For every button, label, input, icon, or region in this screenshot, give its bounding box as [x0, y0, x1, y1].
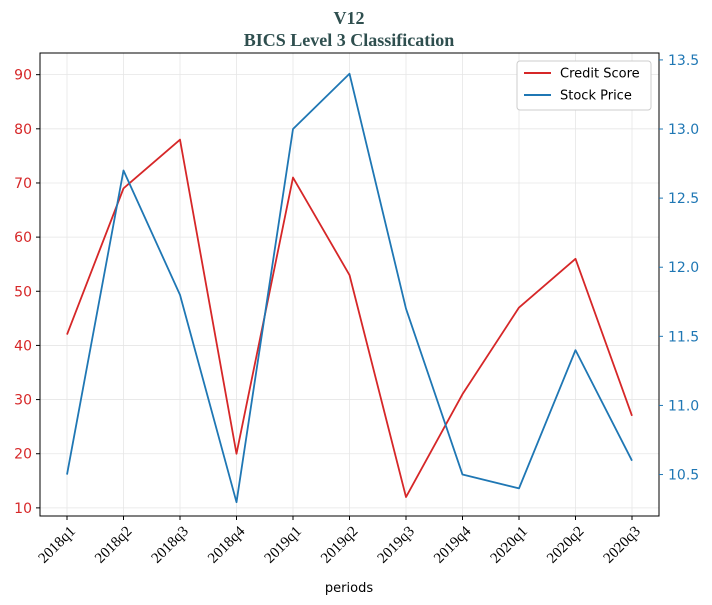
right-tick-label: 13.0: [668, 122, 699, 138]
x-tick-label: 2020q3: [601, 524, 644, 567]
x-axis-label: periods: [325, 581, 373, 596]
series-line-credit-score: [66, 138, 633, 498]
left-tick-label: 90: [14, 68, 32, 84]
right-tick-label: 13.5: [668, 53, 699, 69]
legend: Credit Score Stock Price: [516, 60, 652, 111]
x-tick-label: 2018q3: [149, 524, 192, 567]
left-tick-label: 30: [14, 393, 32, 409]
left-tick-label: 60: [14, 230, 32, 246]
left-tick-label: 20: [14, 447, 32, 463]
left-tick-label: 70: [14, 176, 32, 192]
legend-stock-price-label: Stock Price: [560, 89, 632, 104]
right-tick-label: 11.5: [668, 329, 699, 345]
x-tick-label: 2020q1: [488, 524, 531, 567]
grid: [40, 53, 659, 516]
right-axis: 10.5 11.0 11.5 12.0 12.5 13.0 13.5: [659, 53, 699, 484]
left-tick-label: 80: [14, 122, 32, 138]
left-tick-label: 50: [14, 284, 32, 300]
x-tick-label: 2019q2: [318, 524, 361, 567]
left-axis: 10 20 30 40 50 60 70 80 90: [14, 68, 40, 517]
x-axis: 2018q1 2018q2 2018q3 2018q4 2019q1 2019q2 2019…: [36, 516, 644, 567]
x-tick-label: 2019q4: [431, 523, 474, 566]
right-tick-label: 10.5: [668, 468, 699, 484]
left-tick-label: 40: [14, 338, 32, 354]
chart-title: V12: [334, 8, 365, 28]
chart-subtitle: BICS Level 3 Classification: [244, 30, 455, 50]
x-tick-label: 2019q1: [262, 524, 305, 567]
right-tick-label: 11.0: [668, 398, 699, 414]
x-tick-label: 2019q3: [375, 524, 418, 567]
legend-credit-score-label: Credit Score: [560, 67, 640, 82]
x-tick-label: 2018q4: [205, 523, 248, 566]
x-tick-label: 2018q1: [36, 524, 79, 567]
left-tick-label: 10: [14, 501, 32, 517]
series-line-stock-price: [66, 72, 633, 504]
x-tick-label: 2020q2: [544, 524, 587, 567]
x-tick-label: 2018q2: [92, 524, 135, 567]
right-tick-label: 12.5: [668, 191, 699, 207]
series-lines: [66, 72, 633, 504]
right-tick-label: 12.0: [668, 260, 699, 276]
